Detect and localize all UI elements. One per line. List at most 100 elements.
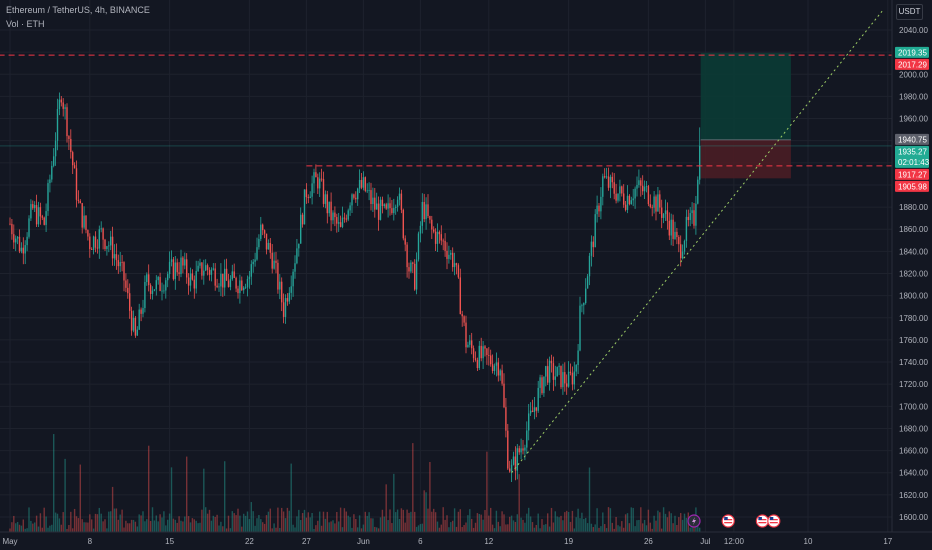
event-markers[interactable] [687, 514, 781, 528]
price-tick-label: 1700.00 [899, 402, 928, 411]
volume-bar [75, 516, 78, 532]
candle-body [81, 203, 83, 228]
candle-body [269, 242, 271, 253]
candle-body [271, 252, 273, 269]
candle-body [193, 279, 195, 289]
volume-bar [70, 511, 72, 532]
symbol-legend[interactable]: Ethereum / TetherUS, 4h, BINANCE [6, 5, 150, 15]
candle-body [282, 302, 285, 317]
candle-body [298, 243, 300, 249]
volume-bar [659, 512, 661, 532]
volume-bar [459, 509, 461, 532]
volume-bar [550, 507, 553, 532]
candle-body [566, 383, 568, 387]
volume-bar [417, 525, 420, 532]
volume-bar [320, 525, 323, 532]
volume-bar [393, 473, 395, 532]
volume-bar [366, 515, 368, 532]
volume-bar [243, 513, 245, 532]
volume-bar [645, 525, 648, 532]
candle-body [339, 222, 342, 227]
position-zones[interactable] [700, 52, 791, 179]
volume-bar [326, 511, 328, 532]
flag-canton [758, 517, 762, 520]
volume-bar [681, 519, 684, 532]
volume-bar [252, 511, 254, 532]
candle-body [550, 360, 553, 364]
candle-body [364, 177, 366, 191]
candle-body [288, 292, 290, 302]
volume-bar [429, 461, 431, 532]
currency-button[interactable]: USDT [896, 4, 923, 20]
volume-bar [294, 527, 296, 532]
candle-body [231, 271, 233, 280]
candle-body [28, 218, 30, 237]
candle-body [372, 197, 374, 204]
candle-body [453, 263, 456, 268]
drawings[interactable] [0, 10, 892, 474]
price-tick-label: 1680.00 [899, 424, 928, 433]
candle-body [664, 210, 667, 215]
candle-body [431, 219, 433, 230]
volume-bar [453, 508, 456, 532]
volume-bar [402, 509, 404, 532]
volume-bar [484, 510, 486, 532]
volume-bar [617, 525, 619, 532]
volume-bar [53, 434, 55, 532]
volume-bar [319, 511, 321, 532]
candle-body [51, 165, 53, 180]
volume-legend[interactable]: Vol · ETH [6, 19, 45, 29]
candle-body [471, 340, 473, 349]
volume-bar [412, 443, 414, 532]
volume-bar [507, 524, 509, 532]
candles[interactable] [9, 92, 701, 483]
candle-body [54, 140, 57, 157]
candle-body [56, 108, 59, 141]
volume-bar [254, 525, 256, 532]
candle-body [425, 204, 427, 220]
flag-canton [724, 517, 728, 520]
candle-body [303, 189, 306, 225]
candle-body [564, 372, 566, 384]
price-tick-label: 1980.00 [899, 92, 928, 101]
volume-bar [486, 451, 488, 532]
candle-body [433, 229, 435, 232]
volume-bar [419, 524, 422, 532]
volume-bar [535, 524, 537, 532]
volume-bar [334, 523, 336, 532]
candle-body [161, 290, 163, 292]
candle-body [15, 238, 17, 243]
candle-body [681, 251, 684, 259]
time-axis[interactable]: May 8 15 22 27 Jun 6 12 19 26 Jul 12:00 10 17 [0, 531, 932, 550]
volume-bar [668, 511, 670, 532]
price-axis[interactable]: 1600.00 1620.00 1640.00 1660.00 1680.00 1700.… [891, 0, 932, 550]
candle-body [467, 344, 469, 348]
candle-body [138, 309, 140, 330]
volume-bar [81, 519, 83, 532]
candle-body [66, 107, 68, 137]
volume-bar [148, 445, 150, 532]
candle-body [309, 196, 311, 198]
volume-bar [609, 508, 612, 532]
time-tick-label: 22 [245, 537, 254, 546]
candle-body [94, 236, 97, 248]
candle-body [233, 271, 235, 278]
volume-bar [391, 523, 393, 532]
candle-body [13, 234, 15, 243]
candle-body [560, 365, 562, 388]
volume-bar [583, 518, 585, 532]
candle-body [91, 249, 93, 250]
volume-bar [205, 507, 207, 532]
volume-bar [22, 519, 24, 532]
volume-bar [448, 527, 450, 532]
volume-bar [324, 518, 327, 532]
candle-body [243, 287, 245, 291]
volume-bar [560, 515, 562, 532]
volume-bar [450, 522, 452, 532]
candle-body [104, 239, 106, 249]
volume-bar [499, 526, 501, 532]
volume-bar [73, 508, 76, 532]
candle-body [70, 138, 72, 153]
candle-body [32, 204, 34, 209]
